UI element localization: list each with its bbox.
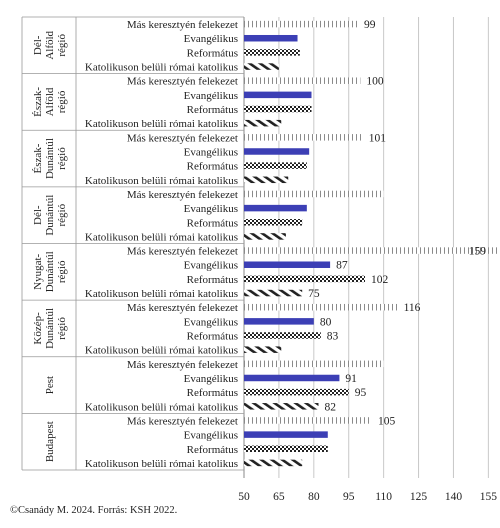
category-label: Evangélikus xyxy=(184,90,238,102)
x-tick-label: 110 xyxy=(375,491,392,503)
category-label: Református xyxy=(187,104,238,116)
bar xyxy=(244,431,328,438)
data-label: 91 xyxy=(345,373,357,385)
category-label: Evangélikus xyxy=(184,203,238,215)
data-label: 87 xyxy=(336,260,348,272)
category-label: Evangélikus xyxy=(184,33,238,45)
category-label: Református xyxy=(187,217,238,229)
category-label: Katolikuson belüli római katolikus xyxy=(85,175,238,187)
category-label: Katolikuson belüli római katolikus xyxy=(85,401,238,413)
bar xyxy=(244,34,298,42)
bar xyxy=(244,20,359,28)
data-label: 116 xyxy=(404,302,421,314)
data-label: 159 xyxy=(469,246,487,258)
category-label: Evangélikus xyxy=(184,373,238,385)
bar xyxy=(244,91,312,99)
bar xyxy=(244,360,384,368)
category-label: Evangélikus xyxy=(184,260,238,272)
bar xyxy=(244,459,303,467)
data-label: 102 xyxy=(371,274,389,286)
category-label: Más keresztyén felekezet xyxy=(127,415,238,427)
bar xyxy=(244,233,286,240)
category-label: Evangélikus xyxy=(184,316,238,328)
category-label: Református xyxy=(187,274,238,286)
category-label: Más keresztyén felekezet xyxy=(127,189,238,201)
source-credit: ©Csanády M. 2024. Forrás: KSH 2022. xyxy=(10,505,178,516)
data-label: 75 xyxy=(308,288,320,300)
bar xyxy=(244,275,366,283)
bar xyxy=(244,63,279,70)
x-tick-label: 125 xyxy=(410,491,428,503)
bar xyxy=(244,388,349,396)
region-label: Pest xyxy=(44,376,56,394)
category-label: Katolikuson belüli római katolikus xyxy=(85,62,238,74)
category-label: Evangélikus xyxy=(184,430,238,442)
bar xyxy=(244,190,384,198)
category-label: Katolikuson belüli római katolikus xyxy=(85,288,238,300)
bar xyxy=(244,162,307,169)
data-label: 82 xyxy=(324,401,336,413)
bar xyxy=(244,49,300,56)
category-label: Más keresztyén felekezet xyxy=(127,302,238,314)
bar xyxy=(244,445,328,453)
region-label: Dél-Dunántúlrégió xyxy=(32,195,68,236)
bar xyxy=(244,346,282,353)
category-label: Katolikuson belüli római katolikus xyxy=(85,458,238,470)
category-label: Katolikuson belüli római katolikus xyxy=(85,231,238,243)
data-label: 95 xyxy=(355,387,367,399)
category-label: Református xyxy=(187,444,238,456)
category-label: Katolikuson belüli római katolikus xyxy=(85,118,238,130)
region-label: Dél-Alföldrégió xyxy=(32,30,68,59)
x-tick-label: 80 xyxy=(308,491,320,503)
region-label: Közép-Dunántúlrégió xyxy=(32,308,68,349)
data-label: 83 xyxy=(327,331,339,343)
bar xyxy=(244,148,310,155)
bar xyxy=(244,134,363,141)
bar xyxy=(244,289,303,297)
category-label: Református xyxy=(187,47,238,59)
category-label: Más keresztyén felekezet xyxy=(127,19,238,31)
category-label: Más keresztyén felekezet xyxy=(127,132,238,144)
bar xyxy=(244,374,340,382)
bar xyxy=(244,261,331,268)
bar xyxy=(244,403,319,410)
region-label: Észak-Dunántúlrégió xyxy=(32,138,68,179)
region-label: Észak-Alföldrégió xyxy=(32,87,68,117)
category-label: Evangélikus xyxy=(184,146,238,158)
bar xyxy=(244,332,321,339)
category-label: Református xyxy=(187,387,238,399)
category-label: Református xyxy=(187,161,238,173)
x-tick-label: 95 xyxy=(343,491,355,503)
bar xyxy=(244,204,307,212)
category-label: Katolikuson belüli római katolikus xyxy=(85,345,238,357)
data-label: 101 xyxy=(369,132,387,144)
x-tick-label: 140 xyxy=(445,491,463,503)
bar xyxy=(244,105,312,113)
bar xyxy=(244,247,498,254)
category-label: Református xyxy=(187,331,238,343)
bar xyxy=(244,417,372,424)
data-label: 105 xyxy=(378,415,396,427)
bar xyxy=(244,219,303,226)
data-label: 80 xyxy=(320,316,332,328)
bar xyxy=(244,176,289,184)
data-label: 99 xyxy=(364,19,376,31)
bar xyxy=(244,77,361,84)
bar xyxy=(244,119,282,127)
category-label: Más keresztyén felekezet xyxy=(127,246,238,258)
bar xyxy=(244,318,314,325)
region-label: Budapest xyxy=(44,421,56,462)
bar xyxy=(244,303,398,311)
x-tick-label: 50 xyxy=(238,491,250,503)
data-label: 100 xyxy=(366,76,384,88)
category-label: Más keresztyén felekezet xyxy=(127,359,238,371)
category-label: Más keresztyén felekezet xyxy=(127,76,238,88)
x-tick-label: 65 xyxy=(273,491,285,503)
region-label: Nyugat-Dunántúlrégió xyxy=(32,251,68,292)
x-tick-label: 155 xyxy=(480,491,498,503)
